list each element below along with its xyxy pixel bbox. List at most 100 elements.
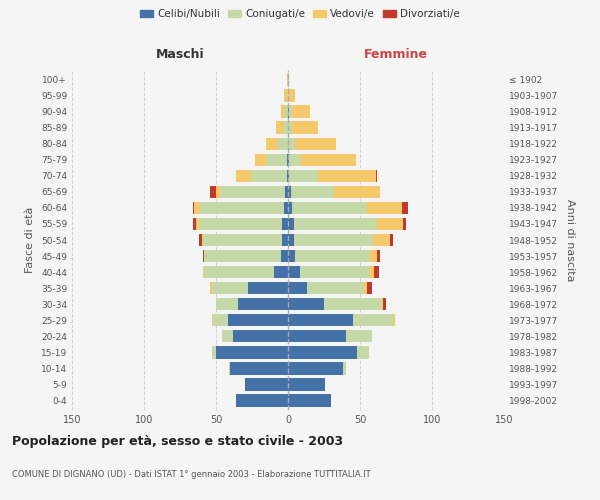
Bar bbox=[274, 266, 288, 278]
Bar bbox=[288, 74, 289, 86]
Bar bbox=[390, 234, 393, 246]
Bar bbox=[288, 122, 292, 134]
Bar bbox=[287, 74, 288, 86]
Bar bbox=[289, 106, 292, 118]
Bar bbox=[288, 218, 294, 230]
Bar bbox=[288, 330, 346, 342]
Bar bbox=[294, 218, 377, 230]
Bar bbox=[368, 266, 374, 278]
Bar bbox=[212, 282, 248, 294]
Bar bbox=[288, 298, 324, 310]
Bar bbox=[193, 202, 194, 214]
Bar bbox=[236, 394, 288, 406]
Bar bbox=[248, 282, 288, 294]
Bar bbox=[334, 186, 380, 198]
Bar bbox=[288, 378, 325, 390]
Bar bbox=[288, 282, 307, 294]
Bar bbox=[376, 170, 377, 182]
Bar bbox=[291, 186, 334, 198]
Bar bbox=[367, 202, 402, 214]
Text: Femmine: Femmine bbox=[364, 48, 428, 61]
Bar bbox=[299, 266, 368, 278]
Bar bbox=[229, 362, 230, 374]
Bar bbox=[284, 90, 287, 102]
Bar bbox=[284, 202, 288, 214]
Bar bbox=[216, 346, 288, 358]
Bar bbox=[292, 122, 318, 134]
Bar bbox=[203, 250, 205, 262]
Bar bbox=[289, 90, 295, 102]
Bar bbox=[200, 202, 284, 214]
Bar bbox=[288, 106, 289, 118]
Bar bbox=[324, 298, 382, 310]
Bar bbox=[307, 282, 364, 294]
Bar bbox=[251, 170, 287, 182]
Bar bbox=[255, 154, 266, 166]
Bar bbox=[318, 170, 376, 182]
Bar bbox=[210, 186, 216, 198]
Bar bbox=[374, 266, 379, 278]
Bar bbox=[353, 314, 393, 326]
Text: COMUNE DI DIGNANO (UD) - Dati ISTAT 1° gennaio 2003 - Elaborazione TUTTITALIA.IT: COMUNE DI DIGNANO (UD) - Dati ISTAT 1° g… bbox=[12, 470, 371, 479]
Bar bbox=[383, 298, 386, 310]
Bar bbox=[281, 250, 288, 262]
Bar bbox=[205, 250, 281, 262]
Bar bbox=[288, 362, 343, 374]
Bar bbox=[288, 346, 357, 358]
Bar bbox=[289, 154, 301, 166]
Bar bbox=[210, 282, 212, 294]
Bar bbox=[287, 90, 288, 102]
Bar bbox=[193, 218, 196, 230]
Bar bbox=[295, 250, 370, 262]
Bar bbox=[393, 314, 395, 326]
Bar bbox=[364, 282, 367, 294]
Bar bbox=[370, 250, 377, 262]
Bar bbox=[230, 362, 288, 374]
Legend: Celibi/Nubili, Coniugati/e, Vedovi/e, Divorziati/e: Celibi/Nubili, Coniugati/e, Vedovi/e, Di… bbox=[136, 5, 464, 24]
Bar bbox=[281, 106, 285, 118]
Bar bbox=[278, 138, 288, 150]
Bar bbox=[295, 138, 335, 150]
Bar bbox=[287, 170, 288, 182]
Bar bbox=[216, 186, 220, 198]
Bar bbox=[245, 378, 288, 390]
Bar bbox=[236, 170, 251, 182]
Bar bbox=[222, 330, 233, 342]
Bar bbox=[284, 122, 288, 134]
Bar bbox=[277, 122, 284, 134]
Bar bbox=[282, 218, 288, 230]
Bar bbox=[287, 154, 288, 166]
Bar bbox=[288, 202, 292, 214]
Bar bbox=[403, 218, 406, 230]
Bar bbox=[288, 234, 294, 246]
Bar bbox=[382, 298, 383, 310]
Bar bbox=[292, 202, 367, 214]
Bar bbox=[203, 266, 205, 278]
Bar bbox=[216, 298, 238, 310]
Bar bbox=[288, 138, 295, 150]
Bar bbox=[373, 234, 390, 246]
Bar bbox=[402, 202, 407, 214]
Text: Maschi: Maschi bbox=[155, 48, 205, 61]
Bar bbox=[346, 330, 371, 342]
Bar bbox=[227, 314, 288, 326]
Bar bbox=[343, 362, 346, 374]
Bar bbox=[301, 154, 356, 166]
Bar bbox=[288, 154, 289, 166]
Bar bbox=[292, 106, 310, 118]
Y-axis label: Fasce di età: Fasce di età bbox=[25, 207, 35, 273]
Bar bbox=[205, 266, 274, 278]
Bar bbox=[294, 234, 373, 246]
Bar bbox=[377, 250, 380, 262]
Bar bbox=[288, 266, 299, 278]
Bar bbox=[199, 218, 282, 230]
Bar bbox=[367, 282, 371, 294]
Bar bbox=[266, 138, 278, 150]
Bar bbox=[220, 186, 285, 198]
Bar bbox=[199, 234, 202, 246]
Bar bbox=[288, 314, 353, 326]
Bar bbox=[357, 346, 368, 358]
Bar bbox=[288, 394, 331, 406]
Text: Popolazione per età, sesso e stato civile - 2003: Popolazione per età, sesso e stato civil… bbox=[12, 435, 343, 448]
Bar bbox=[288, 170, 289, 182]
